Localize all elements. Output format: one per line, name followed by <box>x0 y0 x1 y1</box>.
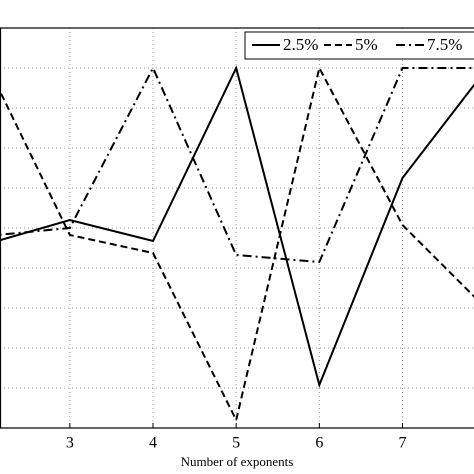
ticks: 3 4 5 6 7 <box>66 423 406 452</box>
data-line <box>0 65 474 264</box>
x-tick-label: 5 <box>232 435 240 452</box>
x-tick-label: 7 <box>398 435 406 452</box>
legend-label: 2.5% <box>283 35 318 54</box>
x-axis-label: Number of exponents <box>181 454 294 469</box>
data-line <box>0 65 474 389</box>
legend-label: 7.5% <box>427 35 462 54</box>
legend-box <box>244 31 474 60</box>
legend: 2.5% 5% 7.5% <box>244 31 474 60</box>
legend-label: 5% <box>355 35 378 54</box>
data-line <box>0 65 474 423</box>
plot-frame <box>0 27 474 429</box>
x-tick-label: 4 <box>149 435 157 452</box>
x-tick-label: 6 <box>315 435 323 452</box>
x-tick-label: 3 <box>66 435 74 452</box>
lines <box>0 65 474 423</box>
